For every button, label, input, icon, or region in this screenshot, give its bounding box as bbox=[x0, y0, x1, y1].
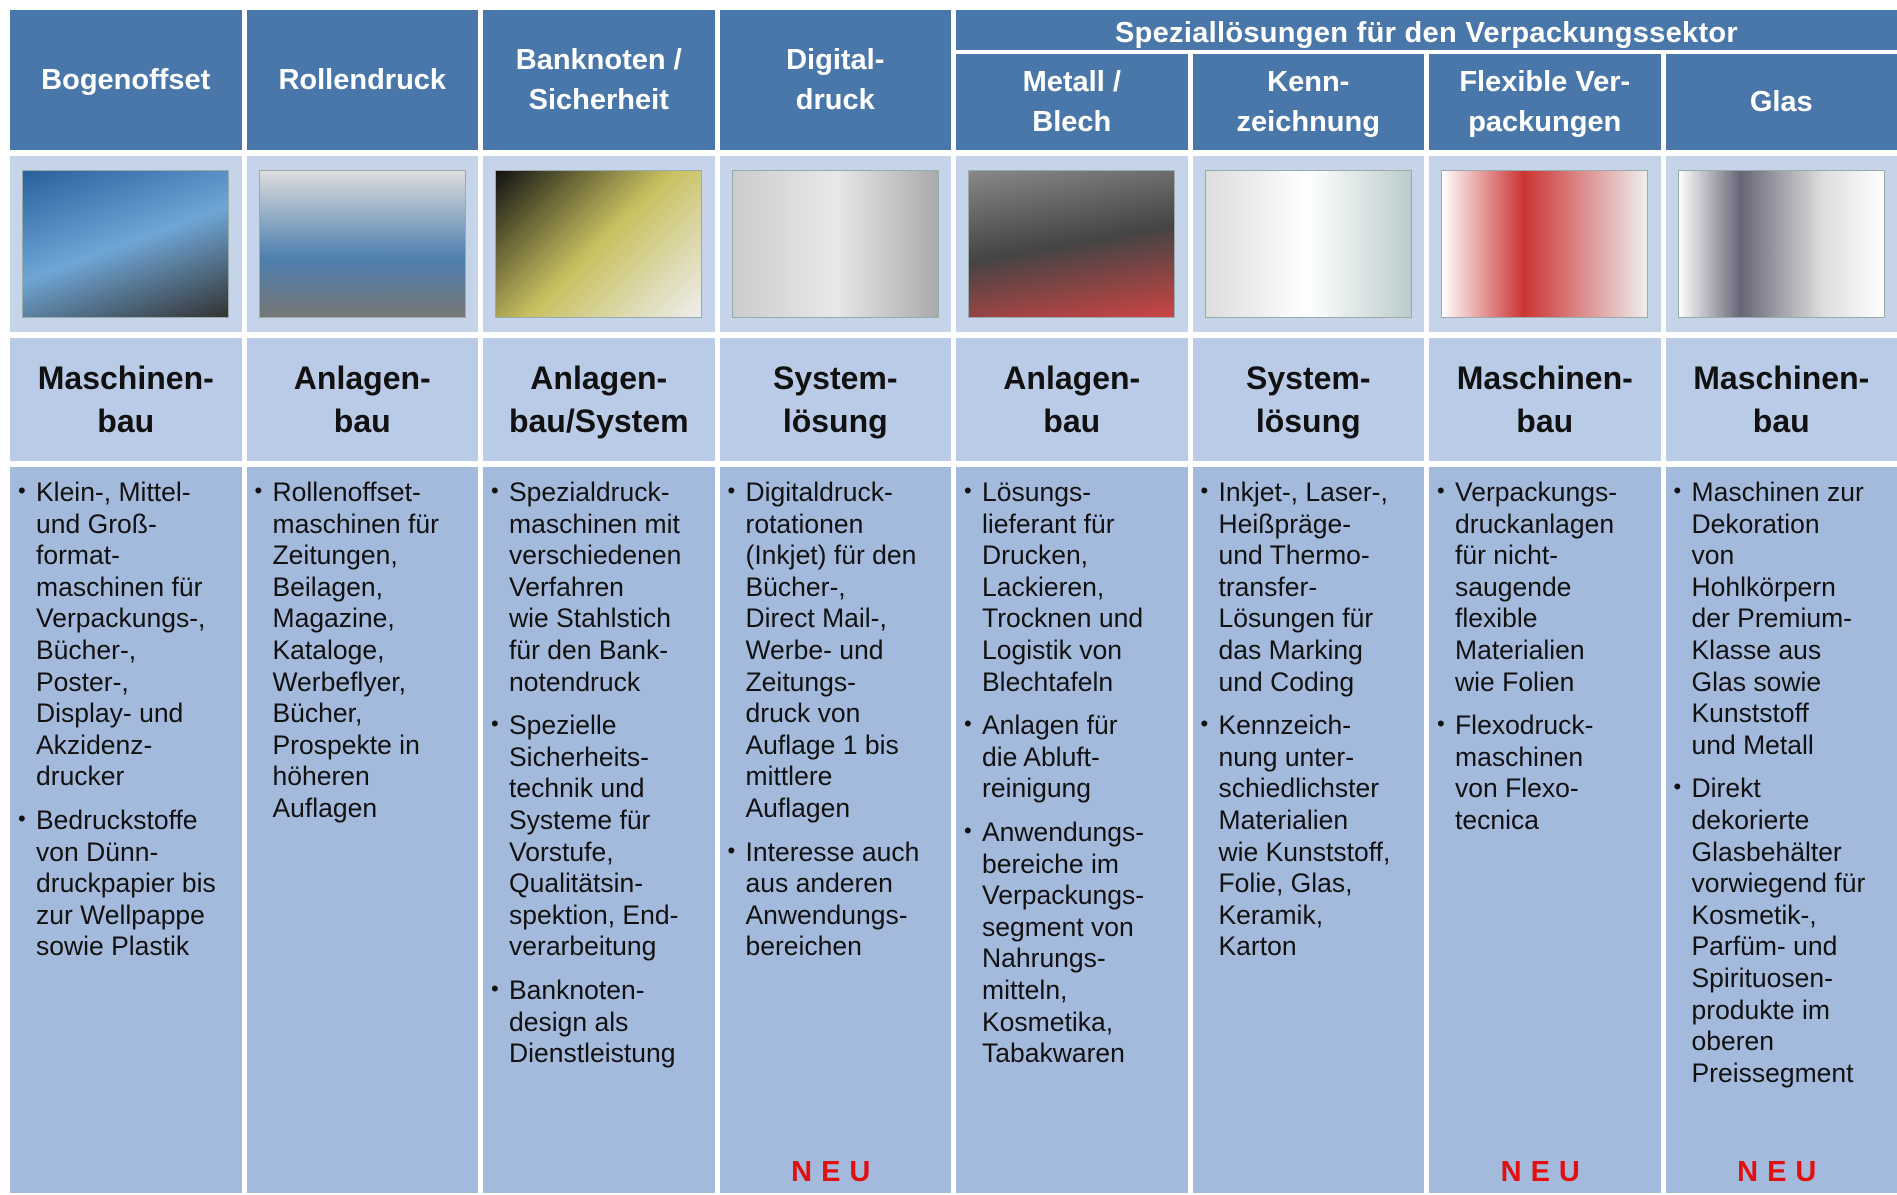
image-cell bbox=[1429, 156, 1661, 332]
photo bbox=[22, 170, 230, 318]
bullet-cell: Digitaldruck- rotationen (Inkjet) für de… bbox=[719, 467, 951, 1193]
bullet-item: Anlagen für die Abluft- reinigung bbox=[964, 708, 1184, 805]
column-header: Digital- druck bbox=[719, 10, 951, 150]
photo bbox=[1441, 170, 1649, 318]
category-label: Anlagen- bau bbox=[956, 338, 1188, 461]
photo bbox=[968, 170, 1176, 318]
photo bbox=[1204, 170, 1412, 318]
bullet-cell: Maschinen zur Dekoration von Hohlkörpern… bbox=[1665, 467, 1897, 1193]
bullet-item: Bedruckstoffe von Dünn- druckpapier bis … bbox=[18, 803, 238, 963]
column-header: Kenn- zeichnung bbox=[1192, 54, 1424, 150]
bullet-item: Flexodruck- maschinen von Flexo- tecnica bbox=[1437, 708, 1657, 836]
bullet-item: Direkt dekorierte Glasbehälter vorwiegen… bbox=[1674, 771, 1894, 1089]
bullet-item: Digitaldruck- rotationen (Inkjet) für de… bbox=[728, 475, 948, 825]
bullet-item: Banknoten- design als Dienstleistung bbox=[491, 973, 711, 1070]
bullet-cell: Rollenoffset- maschinen für Zeitungen, B… bbox=[246, 467, 478, 1193]
category-label: System- lösung bbox=[719, 338, 951, 461]
photo bbox=[258, 170, 466, 318]
bullet-cell: Verpackungs- druckanlagen für nicht- sau… bbox=[1429, 467, 1661, 1193]
category-label: Anlagen- bau bbox=[246, 338, 478, 461]
bullet-item: Verpackungs- druckanlagen für nicht- sau… bbox=[1437, 475, 1657, 698]
image-cell bbox=[10, 156, 242, 332]
category-label: Maschinen- bau bbox=[1665, 338, 1897, 461]
column-header: Banknoten / Sicherheit bbox=[483, 10, 715, 150]
photo bbox=[1677, 170, 1885, 318]
image-cell bbox=[719, 156, 951, 332]
image-cell bbox=[246, 156, 478, 332]
bullet-item: Lösungs- lieferant für Drucken, Lackiere… bbox=[964, 475, 1184, 698]
image-cell bbox=[483, 156, 715, 332]
bullet-item: Maschinen zur Dekoration von Hohlkörpern… bbox=[1674, 475, 1894, 761]
category-label: System- lösung bbox=[1192, 338, 1424, 461]
image-cell bbox=[1665, 156, 1897, 332]
bullet-item: Rollenoffset- maschinen für Zeitungen, B… bbox=[255, 475, 475, 825]
bullet-cell: Klein-, Mittel- und Groß- format- maschi… bbox=[10, 467, 242, 1193]
column-header: Bogenoffset bbox=[10, 10, 242, 150]
column-header: Metall / Blech bbox=[956, 54, 1188, 150]
image-cell bbox=[956, 156, 1188, 332]
bullet-cell: Inkjet-, Laser-, Heißpräge- und Thermo- … bbox=[1192, 467, 1424, 1193]
new-badge: NEU bbox=[1737, 1156, 1826, 1188]
category-label: Anlagen- bau/System bbox=[483, 338, 715, 461]
bullet-item: Inkjet-, Laser-, Heißpräge- und Thermo- … bbox=[1201, 475, 1421, 698]
column-header: Rollendruck bbox=[246, 10, 478, 150]
photo bbox=[495, 170, 703, 318]
bullet-item: Spezialdruck- maschinen mit verschiedene… bbox=[491, 475, 711, 698]
photo bbox=[731, 170, 939, 318]
new-badge: NEU bbox=[791, 1156, 880, 1188]
bullet-item: Anwendungs- bereiche im Verpackungs- seg… bbox=[964, 815, 1184, 1070]
image-cell bbox=[1192, 156, 1424, 332]
column-header: Flexible Ver- packungen bbox=[1429, 54, 1661, 150]
group-header: Speziallösungen für den Verpackungssekto… bbox=[956, 10, 1897, 50]
bullet-cell: Lösungs- lieferant für Drucken, Lackiere… bbox=[956, 467, 1188, 1193]
bullet-cell: Spezialdruck- maschinen mit verschiedene… bbox=[483, 467, 715, 1193]
category-label: Maschinen- bau bbox=[10, 338, 242, 461]
new-badge: NEU bbox=[1500, 1156, 1589, 1188]
bullet-item: Interesse auch aus anderen Anwendungs- b… bbox=[728, 835, 948, 963]
column-header: Glas bbox=[1665, 54, 1897, 150]
category-label: Maschinen- bau bbox=[1429, 338, 1661, 461]
bullet-item: Klein-, Mittel- und Groß- format- maschi… bbox=[18, 475, 238, 793]
bullet-item: Spezielle Sicherheits- technik und Syste… bbox=[491, 708, 711, 963]
bullet-item: Kennzeich- nung unter- schiedlichster Ma… bbox=[1201, 708, 1421, 963]
